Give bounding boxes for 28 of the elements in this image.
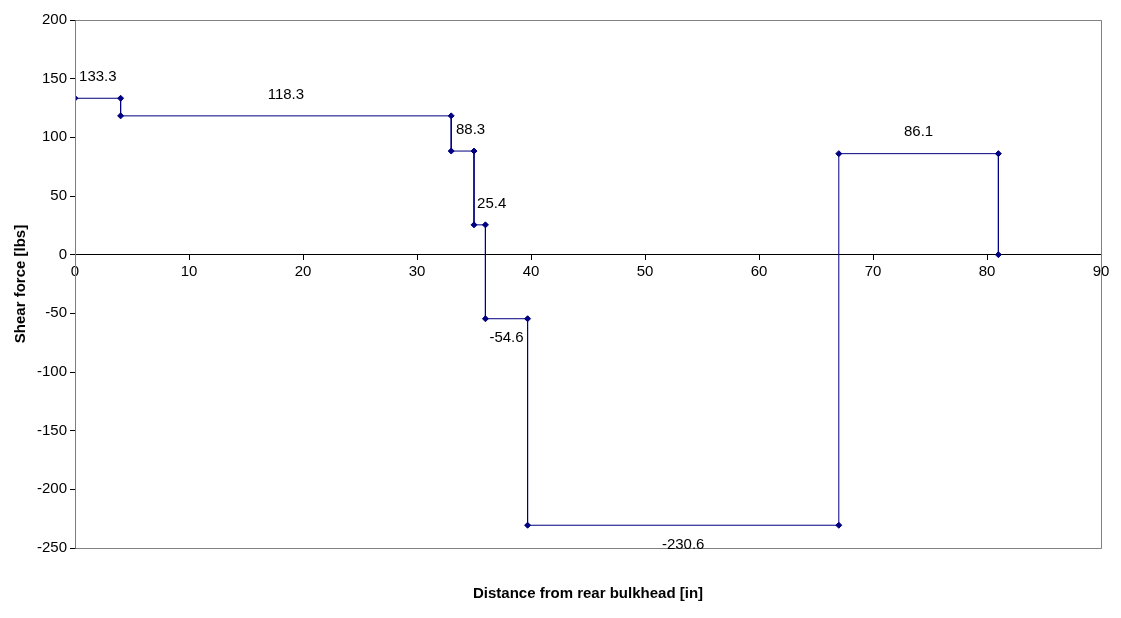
y-tick-label: -150 [36, 420, 68, 438]
x-tick-label: 50 [636, 261, 654, 279]
y-tick-label: 100 [41, 127, 68, 145]
x-tick-label: 40 [522, 261, 540, 279]
annotation: -54.6 [489, 328, 524, 346]
y-tick-label: -50 [45, 303, 68, 321]
x-tick-label: 30 [408, 261, 426, 279]
annotation: 25.4 [477, 193, 507, 211]
x-tick-label: 60 [750, 261, 768, 279]
x-tick-label: 90 [1092, 261, 1110, 279]
x-tick-label: 80 [978, 261, 996, 279]
x-tick-label: 70 [864, 261, 882, 279]
x-tick-label: 10 [180, 261, 198, 279]
y-tick-label: -100 [36, 362, 68, 380]
y-axis-title: Shear force [lbs] [11, 224, 29, 344]
y-tick-label: -200 [36, 479, 68, 497]
annotation: 133.3 [79, 66, 117, 84]
y-tick-label: 50 [50, 186, 68, 204]
y-tick-label: -250 [36, 538, 68, 556]
annotation: 86.1 [904, 122, 934, 140]
x-tick-label: 20 [294, 261, 312, 279]
x-axis-title: Distance from rear bulkhead [in] [472, 583, 704, 601]
y-tick-label: 150 [41, 68, 68, 86]
y-tick-label: 200 [41, 10, 68, 28]
annotation: 118.3 [267, 84, 305, 102]
y-tick-label: 0 [58, 244, 68, 262]
annotation: -230.6 [661, 534, 705, 552]
annotation: 88.3 [456, 119, 486, 137]
